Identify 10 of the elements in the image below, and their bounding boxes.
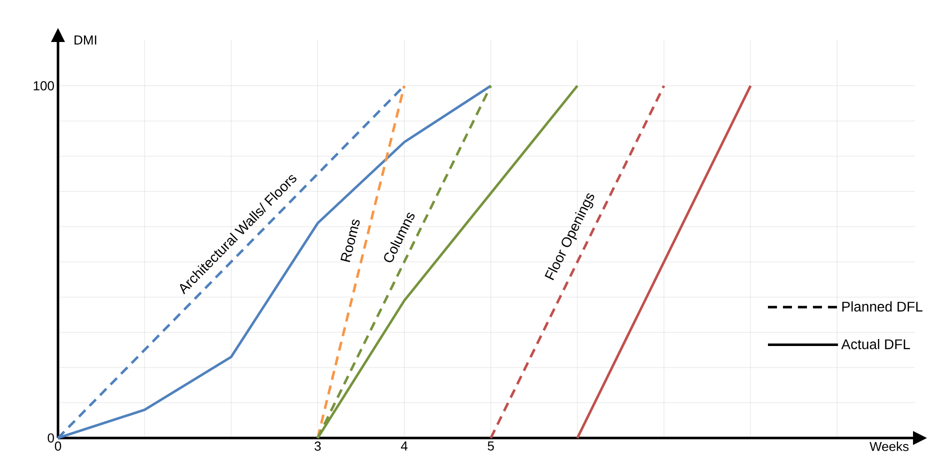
text: Rooms [340,219,360,262]
x-tick-label: 4 [400,442,408,450]
y-tick-label: 100 [34,81,54,90]
x-axis-title: Weeks [870,442,909,452]
y-axis-title: DMI [74,36,96,44]
x-tick-label: 0 [54,442,62,451]
annotation: Planned DFL [842,301,922,312]
annotation: Actual DFL [841,338,910,350]
x-tick-label: 3 [314,442,321,451]
x-tick-label: 5 [488,442,494,451]
